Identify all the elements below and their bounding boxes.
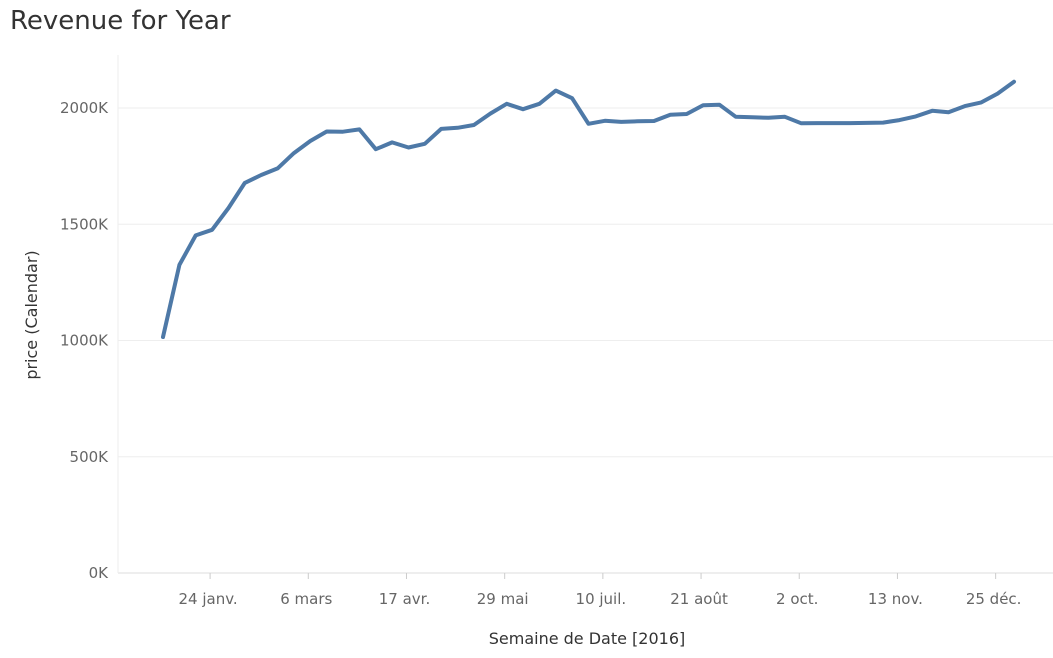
data-point[interactable] — [374, 147, 378, 151]
data-point[interactable] — [276, 166, 280, 170]
data-point[interactable] — [570, 96, 574, 100]
revenue-series-line — [161, 79, 1016, 339]
data-point[interactable] — [897, 118, 901, 122]
data-point[interactable] — [161, 335, 165, 339]
y-tick-label: 1000K — [60, 332, 109, 350]
data-point[interactable] — [505, 102, 509, 106]
data-point[interactable] — [717, 103, 721, 107]
x-tick-label: 6 mars — [280, 590, 332, 608]
data-point[interactable] — [521, 107, 525, 111]
data-point[interactable] — [456, 126, 460, 130]
data-point[interactable] — [488, 112, 492, 116]
data-point[interactable] — [816, 121, 820, 125]
y-tick-label: 500K — [70, 448, 110, 466]
data-point[interactable] — [423, 142, 427, 146]
data-point[interactable] — [603, 119, 607, 123]
data-point[interactable] — [259, 173, 263, 177]
data-point[interactable] — [357, 127, 361, 131]
data-point[interactable] — [537, 102, 541, 106]
data-point[interactable] — [587, 122, 591, 126]
data-point[interactable] — [1012, 80, 1016, 84]
x-tick-label: 25 déc. — [966, 590, 1022, 608]
data-point[interactable] — [685, 112, 689, 116]
data-point[interactable] — [243, 181, 247, 185]
data-point[interactable] — [767, 116, 771, 120]
data-point[interactable] — [177, 263, 181, 267]
data-point[interactable] — [652, 119, 656, 123]
data-point[interactable] — [390, 140, 394, 144]
data-point[interactable] — [979, 100, 983, 104]
data-point[interactable] — [210, 228, 214, 232]
data-point[interactable] — [865, 121, 869, 125]
x-tick-label: 17 avr. — [379, 590, 430, 608]
series — [161, 79, 1016, 339]
y-axis-title: price (Calendar) — [22, 250, 41, 379]
data-point[interactable] — [341, 130, 345, 134]
x-tick-label: 21 août — [670, 590, 728, 608]
chart-title: Revenue for Year — [10, 6, 231, 36]
data-point[interactable] — [734, 115, 738, 119]
y-tick-label: 0K — [89, 564, 110, 582]
data-point[interactable] — [554, 89, 558, 93]
x-tick-label: 29 mai — [477, 590, 529, 608]
y-tick-label: 1500K — [60, 215, 109, 233]
data-point[interactable] — [881, 121, 885, 125]
x-tick-label: 2 oct. — [776, 590, 818, 608]
x-axis-title: Semaine de Date [2016] — [489, 629, 686, 648]
data-point[interactable] — [996, 92, 1000, 96]
x-tick-label: 10 juil. — [576, 590, 627, 608]
data-point[interactable] — [292, 151, 296, 155]
data-point[interactable] — [407, 146, 411, 150]
data-point[interactable] — [701, 103, 705, 107]
x-axis: 24 janv. 6 mars 17 avr. 29 mai 10 juil. 21 ao… — [178, 573, 1021, 608]
data-point[interactable] — [750, 115, 754, 119]
data-point[interactable] — [930, 109, 934, 113]
data-point[interactable] — [472, 123, 476, 127]
data-point[interactable] — [194, 233, 198, 237]
data-point[interactable] — [947, 110, 951, 114]
data-point[interactable] — [308, 139, 312, 143]
data-point[interactable] — [325, 130, 329, 134]
data-point[interactable] — [914, 114, 918, 118]
data-point[interactable] — [963, 104, 967, 108]
data-point[interactable] — [799, 121, 803, 125]
data-point[interactable] — [668, 113, 672, 117]
data-point[interactable] — [848, 121, 852, 125]
y-axis: 0K 500K 1000K 1500K 2000K — [60, 55, 119, 582]
y-tick-label: 2000K — [60, 99, 109, 117]
x-tick-label: 24 janv. — [178, 590, 237, 608]
data-point[interactable] — [783, 115, 787, 119]
data-point[interactable] — [619, 120, 623, 124]
x-tick-label: 13 nov. — [868, 590, 923, 608]
data-point[interactable] — [439, 127, 443, 131]
data-point[interactable] — [227, 206, 231, 210]
data-point[interactable] — [832, 121, 836, 125]
data-point[interactable] — [636, 119, 640, 123]
